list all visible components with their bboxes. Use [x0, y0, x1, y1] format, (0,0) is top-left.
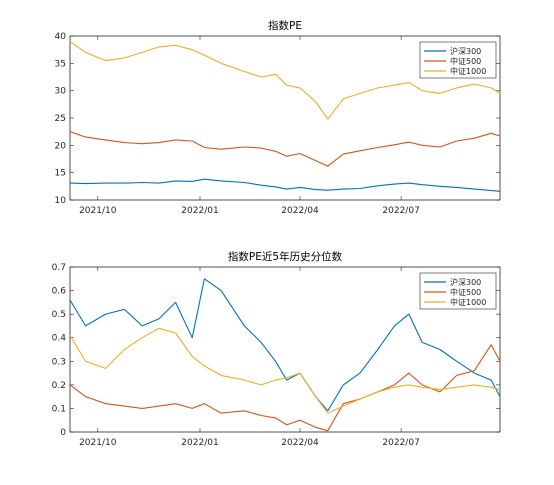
y-tick-label: 0: [60, 428, 66, 438]
legend-label: 中证500: [450, 287, 481, 297]
x-tick-label: 2022/07: [382, 206, 419, 216]
y-tick-label: 0.4: [52, 334, 67, 344]
legend-label: 中证500: [450, 56, 481, 66]
pe-chart: 指数PE 10 15 20 25 30 35 40 2021/10 2022/01 2022/04…: [55, 19, 501, 216]
y-tick-label: 10: [55, 196, 67, 206]
y-tick-label: 0.7: [52, 263, 66, 273]
y-tick-label: 30: [55, 87, 67, 97]
x-tick-label: 2021/10: [79, 206, 117, 216]
x-tick-label: 2022/01: [181, 206, 218, 216]
chart-title: 指数PE: [268, 19, 302, 32]
y-tick-label: 0.3: [52, 357, 66, 367]
x-tick-label: 2022/07: [382, 438, 419, 448]
x-tick-label: 2022/04: [281, 206, 319, 216]
legend-label: 中证1000: [450, 297, 486, 307]
series-line: [69, 327, 501, 414]
y-tick-label: 0.2: [52, 381, 66, 391]
y-tick-label: 0.6: [52, 287, 67, 297]
series-line: [69, 41, 501, 120]
y-tick-label: 25: [55, 114, 66, 124]
series-line: [69, 131, 501, 167]
y-tick-label: 20: [55, 141, 67, 151]
legend-box: [419, 272, 497, 310]
series-line: [69, 178, 501, 192]
x-tick-label: 2022/04: [281, 438, 319, 448]
x-tick-label: 2021/10: [79, 438, 117, 448]
legend-box: [419, 41, 497, 79]
pe-percentile-chart: 指数PE近5年历史分位数 0 0.1 0.2 0.3 0.4 0.5 0.6 0.7 2021/…: [52, 250, 501, 448]
y-tick-label: 40: [55, 32, 67, 42]
y-tick-label: 0.1: [52, 404, 66, 414]
legend-label: 中证1000: [450, 66, 486, 76]
legend-label: 沪深300: [450, 46, 481, 56]
series-line: [69, 278, 501, 412]
y-tick-label: 35: [55, 59, 66, 69]
chart-title: 指数PE近5年历史分位数: [228, 250, 343, 263]
y-tick-label: 15: [55, 169, 66, 179]
y-tick-label: 0.5: [52, 310, 66, 320]
x-tick-label: 2022/01: [181, 438, 218, 448]
legend-label: 沪深300: [450, 277, 481, 287]
